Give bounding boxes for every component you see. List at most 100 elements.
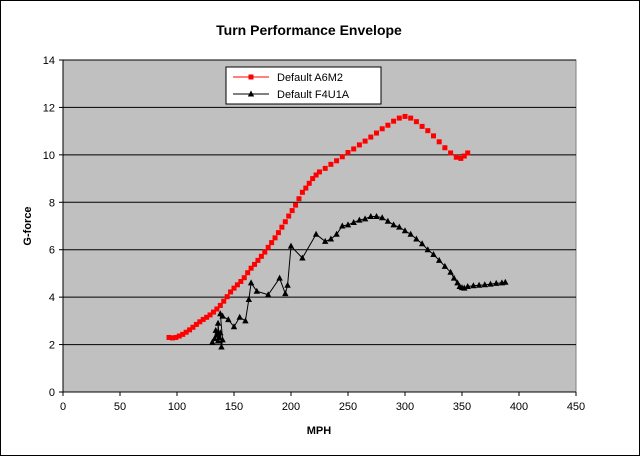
data-point [424,246,431,253]
data-point [450,274,458,281]
data-point [430,250,437,257]
data-point [317,169,322,175]
data-point [286,213,292,219]
data-point [253,287,260,294]
x-tick-label: 300 [396,401,414,413]
data-point [442,145,448,151]
data-point [258,253,264,259]
data-point [481,281,488,288]
data-point [306,180,312,186]
data-point [425,128,431,134]
series-default-a6m2 [166,113,471,341]
data-point [197,319,203,325]
data-point [493,279,500,286]
data-point [228,289,234,295]
data-point [436,139,442,145]
data-point [391,118,397,124]
data-point [367,213,374,220]
data-point [218,343,225,350]
data-point [183,329,189,335]
data-point [284,281,291,288]
data-point [209,338,216,345]
data-point [454,279,461,286]
data-point [245,270,251,276]
data-point [265,291,272,298]
data-point [379,126,385,132]
x-tick-label: 200 [282,401,300,413]
data-point [502,278,509,285]
data-point [262,249,268,255]
data-point [276,274,283,281]
data-point [296,196,302,202]
legend: Default A6M2 Default F4U1A [225,66,382,105]
data-point [313,172,319,178]
y-tick-label: 4 [49,292,55,304]
data-point [180,331,186,337]
data-point [190,324,196,330]
data-point [402,113,408,119]
data-point [334,158,340,164]
data-point [339,222,346,229]
data-point [282,290,289,297]
data-point [217,329,224,336]
data-point [418,240,426,247]
data-point [238,278,244,284]
data-point [487,280,494,287]
data-point [231,285,237,291]
data-point [207,312,213,318]
data-point [328,161,334,167]
x-tick-label: 400 [510,401,528,413]
data-point [396,115,402,121]
data-point [214,306,220,312]
data-point [234,282,240,288]
data-point [230,323,238,330]
data-point [362,138,368,144]
y-tick-label: 8 [49,197,55,209]
data-point [242,317,249,324]
data-point [245,296,253,303]
data-point [436,256,443,263]
data-point [214,319,222,326]
data-point [461,153,467,159]
data-point [350,218,357,225]
data-point [224,294,230,300]
data-point [241,275,247,281]
x-tick-label: 250 [339,401,357,413]
data-point [310,176,316,182]
data-point [289,208,295,214]
data-point [293,202,299,208]
series-default-f4u1a [209,213,509,350]
data-point [401,227,409,234]
data-point [470,282,477,289]
data-point [275,230,281,236]
data-point [221,298,227,304]
data-point [225,316,232,323]
x-tick-label: 150 [225,401,243,413]
data-point [279,224,285,230]
legend-marker [247,90,255,97]
legend-label: Default A6M2 [277,72,343,84]
data-point [368,134,374,140]
data-point [200,316,206,322]
data-point [374,130,379,136]
data-point [299,254,306,261]
data-point [215,333,223,340]
plot-area [62,59,577,393]
data-point [408,115,414,121]
data-point [413,119,419,125]
x-tick-label: 50 [114,401,126,413]
data-point [419,123,425,129]
data-point [441,262,449,269]
y-tick-label: 2 [49,340,55,352]
data-point [210,309,216,315]
chart-title: Turn Performance Envelope [216,22,402,38]
data-point [447,268,454,275]
tick-layer: 0 2 4 6 8 10 12 14 0 50 100 150 200 250 300 350 400 450 [43,55,585,413]
data-point [344,221,352,228]
data-point [431,133,436,139]
data-point [255,257,261,263]
data-point [453,154,459,160]
data-point [169,335,175,341]
